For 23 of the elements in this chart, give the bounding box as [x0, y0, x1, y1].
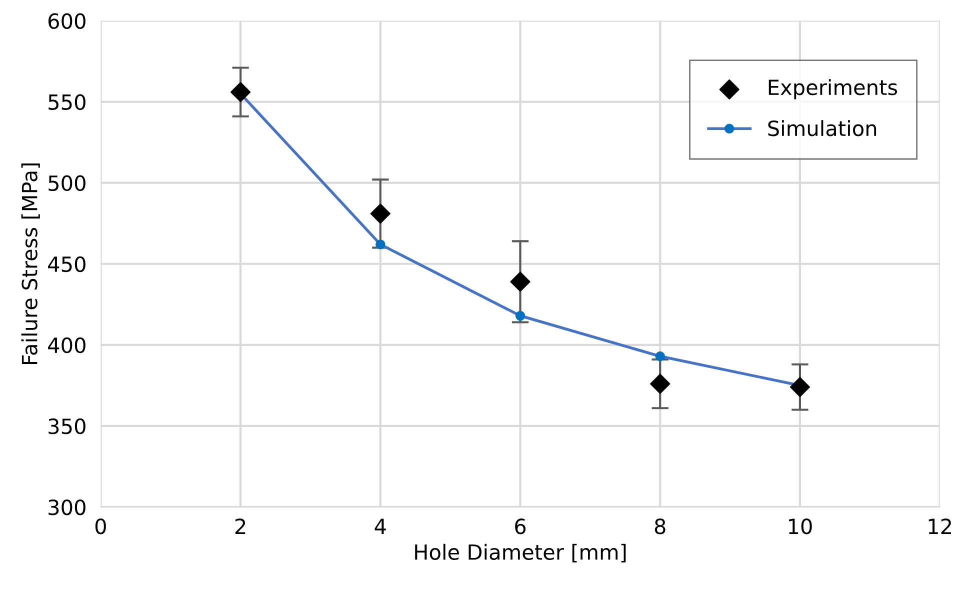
x-tick-label: 10	[789, 518, 812, 534]
x-tick-label: 6	[515, 518, 526, 534]
point	[650, 374, 670, 394]
x-tick-label: 12	[928, 518, 951, 534]
y-tick-label: 450	[48, 256, 86, 272]
x-axis-title: Hole Diameter [mm]	[415, 544, 626, 562]
legend-label: Experiments	[768, 79, 898, 100]
point	[790, 377, 810, 398]
y-tick-label: 350	[48, 418, 86, 434]
x-tick-label: 0	[95, 518, 106, 534]
legend-label: Simulation	[768, 120, 876, 136]
point	[230, 82, 251, 102]
x-tick-label: 2	[235, 518, 246, 534]
y-tick-label: 400	[48, 337, 86, 354]
y-tick-label: 600	[48, 13, 86, 29]
point	[510, 272, 530, 292]
y-tick-label: 300	[48, 499, 86, 516]
point	[370, 204, 390, 224]
y-tick-label: 500	[48, 175, 86, 192]
x-tick-label: 8	[654, 518, 666, 534]
y-tick-label: 550	[48, 94, 86, 110]
y-axis-title: Failure Stress [MPa]	[21, 163, 40, 364]
x-tick-label: 4	[374, 518, 386, 534]
